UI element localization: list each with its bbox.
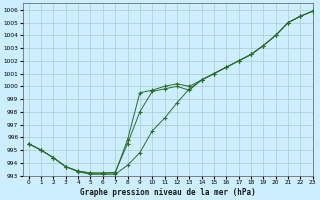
X-axis label: Graphe pression niveau de la mer (hPa): Graphe pression niveau de la mer (hPa)	[80, 188, 256, 197]
